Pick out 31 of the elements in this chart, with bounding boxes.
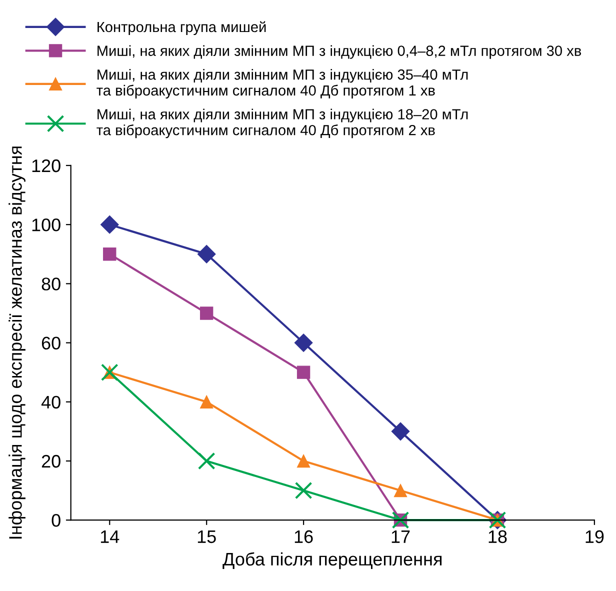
y-tick-label: 120 — [32, 159, 60, 172]
legend-label: Миші, на яких діяли змінним МП з індукцією 18–20 мТл та віброакустичним сигналом 40 Дб протягом 2 хв — [96, 108, 468, 138]
y-tick-label: 20 — [42, 454, 60, 468]
point — [200, 306, 214, 320]
x-tick-label: 14 — [100, 530, 120, 543]
point — [294, 334, 313, 352]
point — [100, 215, 119, 234]
point — [394, 484, 408, 498]
x-axis-title: Доба після перещеплення — [222, 552, 442, 570]
point — [200, 395, 214, 408]
point — [391, 422, 410, 441]
y-tick-label: 100 — [32, 218, 60, 232]
point — [198, 452, 216, 470]
point — [296, 366, 310, 379]
point — [296, 454, 310, 468]
x-tick-label: 15 — [198, 530, 216, 544]
x-tick-label: 19 — [586, 530, 604, 544]
x-tick-label: 16 — [294, 530, 313, 544]
y-tick-label: 60 — [42, 336, 60, 350]
legend-label: Миші, на яких діяли змінним МП з індукцією 35–40 мТл та віброакустичним сигналом 40 Дб протягом 1 хв — [96, 69, 468, 99]
point — [294, 482, 312, 500]
legend-label: Контрольна група мишей — [98, 21, 266, 36]
x-tick-label: 18 — [488, 530, 507, 544]
legend-label: Миші, на яких діяли змінним МП з індукцією 0,4–8,2 мТл протягом 30 хв — [98, 45, 582, 59]
y-tick-label: 40 — [41, 396, 60, 409]
point — [103, 248, 116, 261]
x-tick-label: 17 — [392, 530, 410, 543]
y-tick-label: 0 — [52, 514, 60, 527]
point — [197, 244, 216, 264]
y-axis-title: Інформація щодо експресії желатиназ відсутня — [8, 146, 26, 539]
y-tick-label: 80 — [42, 278, 60, 290]
